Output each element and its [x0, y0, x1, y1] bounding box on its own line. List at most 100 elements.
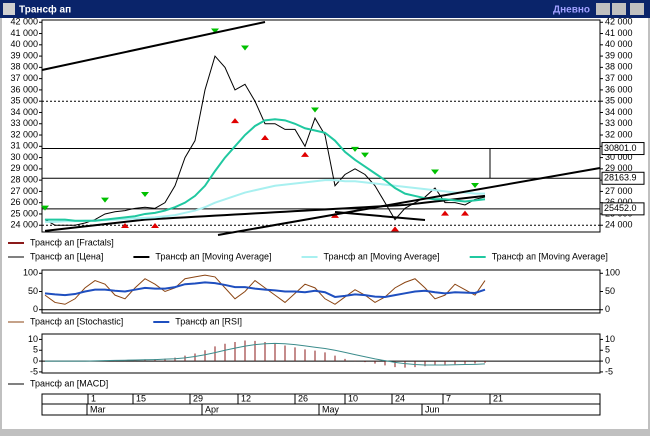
y-tick-label: 34 000	[10, 107, 38, 117]
x-tick-label: 10	[348, 393, 358, 403]
y-tick-label: 29 000	[605, 163, 633, 173]
fractal-arrow	[441, 210, 449, 216]
y-tick-label: 37 000	[10, 73, 38, 83]
y-tick-label: 100	[605, 268, 620, 278]
y-tick-label: 27 000	[10, 186, 38, 196]
trendline	[217, 167, 601, 236]
series-line	[45, 342, 486, 366]
y-tick-label: 42 000	[605, 17, 633, 27]
y-tick-label: 36 000	[10, 84, 38, 94]
fractal-arrow	[231, 118, 239, 124]
y-tick-label: 25 000	[10, 208, 38, 218]
legend-label: Трансф ап [Цена]	[30, 251, 103, 261]
y-tick-label: 0	[605, 304, 610, 314]
window-title: Трансф ап	[19, 4, 71, 16]
level-label: 30801.0	[604, 143, 637, 153]
fractal-arrow	[211, 28, 219, 34]
fractal-arrow	[361, 152, 369, 158]
y-tick-label: 0	[33, 355, 38, 365]
level-label: 28163.9	[604, 173, 637, 183]
chart-area	[2, 18, 648, 429]
title-bar	[0, 0, 650, 18]
close-button[interactable]	[630, 3, 644, 15]
fractal-arrow	[101, 197, 109, 203]
y-tick-label: 35 000	[10, 96, 38, 106]
level-box	[601, 202, 645, 216]
x-tick-label: 29	[193, 393, 203, 403]
fractal-arrow	[301, 151, 309, 157]
series-line	[44, 274, 486, 305]
y-tick-label: 50	[28, 286, 38, 296]
y-tick-label: 27 000	[605, 186, 633, 196]
y-tick-label: 34 000	[605, 107, 633, 117]
x-tick-label: 7	[446, 393, 451, 403]
fractal-arrow	[391, 226, 399, 232]
maximize-button[interactable]	[612, 3, 626, 15]
minimize-button[interactable]	[596, 3, 610, 15]
y-tick-label: 32 000	[10, 129, 38, 139]
y-tick-label: 29 000	[10, 163, 38, 173]
y-tick-label: 39 000	[605, 50, 633, 60]
y-tick-label: 42 000	[10, 17, 38, 27]
month-label: May	[322, 404, 340, 414]
y-tick-label: 41 000	[605, 28, 633, 38]
y-tick-label: 30 000	[10, 152, 38, 162]
legend-label: Трансф ап [Moving Average]	[324, 251, 440, 261]
y-tick-label: 10	[28, 334, 38, 344]
fractal-arrow	[351, 146, 359, 152]
y-tick-label: 37 000	[605, 73, 633, 83]
x-tick-label: 1	[91, 393, 96, 403]
y-tick-label: 24 000	[10, 220, 38, 230]
fractal-arrow	[471, 183, 479, 189]
panel-frame	[41, 19, 601, 233]
y-tick-label: -5	[30, 366, 38, 376]
fractal-arrow	[461, 210, 469, 216]
fractal-arrow	[41, 205, 49, 211]
fractal-arrow	[311, 107, 319, 113]
level-box	[601, 171, 645, 185]
series-line	[44, 281, 486, 298]
window-title-right: Дневно	[553, 5, 590, 16]
y-tick-label: 32 000	[605, 129, 633, 139]
y-tick-label: 50	[605, 286, 615, 296]
y-tick-label: 40 000	[605, 39, 633, 49]
series-line	[44, 194, 486, 232]
legend-label: Трансф ап [Moving Average]	[492, 251, 608, 261]
y-tick-label: 0	[605, 355, 610, 365]
legend-label: Трансф ап [MACD]	[30, 378, 108, 388]
legend-label: Трансф ап [Moving Average]	[155, 251, 271, 261]
fractal-arrow	[121, 222, 129, 228]
x-tick-label: 26	[298, 393, 308, 403]
y-tick-label: 38 000	[605, 62, 633, 72]
legend-label: Трансф ап [RSI]	[175, 316, 242, 326]
level-label: 25452.0	[604, 203, 637, 213]
y-tick-label: 26 000	[605, 197, 633, 207]
x-tick-label: 12	[241, 393, 251, 403]
y-tick-label: 36 000	[605, 84, 633, 94]
month-label: Jun	[425, 404, 440, 414]
month-label: Mar	[90, 404, 106, 414]
y-tick-label: 35 000	[605, 96, 633, 106]
y-tick-label: 41 000	[10, 28, 38, 38]
x-tick-label: 24	[395, 393, 405, 403]
y-tick-label: 38 000	[10, 62, 38, 72]
level-box	[601, 142, 645, 156]
y-tick-label: 5	[33, 345, 38, 355]
series-line	[45, 179, 485, 223]
y-tick-label: 26 000	[10, 197, 38, 207]
fractal-arrow	[431, 169, 439, 175]
y-tick-label: 39 000	[10, 50, 38, 60]
trendline	[334, 211, 426, 221]
panel-frame	[41, 333, 601, 374]
y-tick-label: 10	[605, 334, 615, 344]
y-tick-label: 24 000	[605, 220, 633, 230]
trendline	[41, 21, 266, 71]
y-tick-label: 40 000	[10, 39, 38, 49]
month-label: Apr	[205, 404, 219, 414]
y-tick-label: 31 000	[10, 141, 38, 151]
y-tick-label: 33 000	[605, 118, 633, 128]
y-tick-label: 0	[33, 304, 38, 314]
